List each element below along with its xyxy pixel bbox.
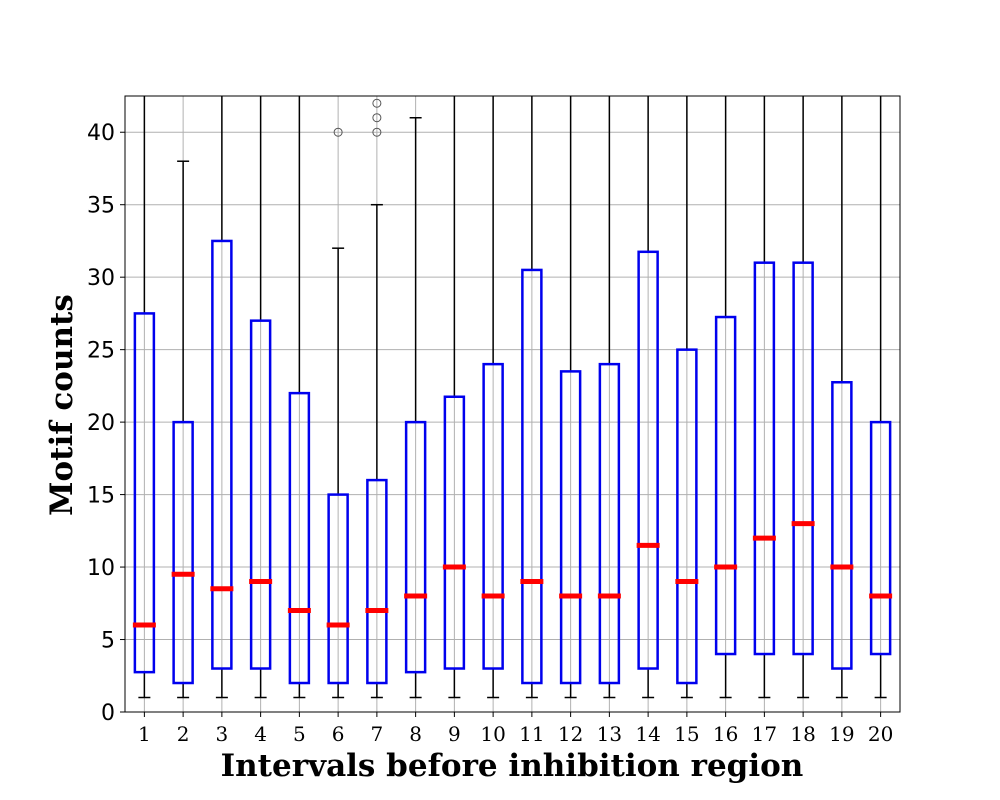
iqr-box	[482, 362, 504, 670]
x-tick-label: 11	[519, 722, 544, 746]
x-tick-label: 13	[597, 722, 622, 746]
iqr-box	[869, 420, 892, 656]
x-tick-label: 10	[480, 722, 505, 746]
iqr-box	[327, 493, 349, 685]
iqr-box	[676, 348, 698, 685]
x-tick-label: 4	[254, 722, 267, 746]
box-6	[326, 127, 350, 699]
x-axis-label: Intervals before inhibition region	[221, 748, 804, 784]
x-tick-label: 12	[558, 722, 583, 746]
x-tick-label: 15	[674, 722, 699, 746]
x-tick-label: 19	[829, 722, 854, 746]
iqr-box	[404, 420, 427, 674]
iqr-box	[753, 261, 776, 656]
box-1	[132, 96, 156, 699]
iqr-box	[521, 268, 543, 685]
box-12	[559, 96, 583, 699]
outlier-point	[333, 127, 343, 137]
box-19	[830, 96, 854, 699]
iqr-box	[172, 420, 194, 685]
x-tick-label: 3	[216, 722, 229, 746]
y-tick-label: 35	[87, 194, 115, 219]
y-tick-label: 15	[87, 484, 115, 509]
x-tick-label: 17	[752, 722, 777, 746]
box-13	[597, 96, 621, 699]
box-11	[520, 96, 544, 699]
x-tick-label: 1	[138, 722, 151, 746]
iqr-box	[831, 381, 853, 670]
outlier-point	[372, 127, 382, 137]
box-3	[210, 96, 234, 699]
x-tick-label: 14	[635, 722, 660, 746]
y-tick-label: 10	[87, 556, 115, 581]
plot-area-frame	[124, 95, 901, 713]
boxes	[132, 96, 893, 699]
iqr-box	[559, 370, 582, 685]
y-tick-label: 20	[87, 411, 115, 436]
box-7	[365, 98, 389, 699]
box-16	[714, 96, 738, 699]
y-tick-label: 0	[101, 701, 115, 726]
iqr-box	[637, 250, 659, 670]
box-20	[869, 96, 893, 699]
iqr-box	[288, 391, 311, 685]
iqr-box	[249, 319, 272, 670]
x-tick-label: 5	[293, 722, 306, 746]
iqr-box	[366, 478, 388, 685]
box-15	[675, 96, 699, 699]
y-tick-label: 40	[87, 121, 115, 146]
box-9	[442, 96, 466, 699]
y-axis-ticks: 0 5 10 15 20 25 30 35 40	[87, 121, 125, 726]
box-17	[752, 96, 776, 699]
box-10	[481, 96, 505, 699]
gridlines	[125, 96, 900, 713]
box-2	[171, 160, 195, 699]
outlier-point	[372, 113, 382, 123]
iqr-box	[714, 315, 737, 656]
box-8	[404, 116, 428, 699]
box-14	[636, 96, 660, 699]
iqr-box	[598, 362, 621, 685]
outlier-point	[372, 98, 382, 108]
x-tick-label: 2	[177, 722, 190, 746]
y-tick-label: 5	[101, 629, 115, 654]
iqr-box	[443, 395, 466, 670]
x-tick-label: 6	[332, 722, 345, 746]
y-axis-label: Motif counts	[44, 294, 80, 516]
box-5	[287, 96, 311, 699]
iqr-box	[133, 312, 156, 674]
box-18	[791, 96, 815, 699]
x-tick-label: 20	[868, 722, 893, 746]
x-axis-ticks: 1 2 3 4 5 6 7 8 9 10 11 12 13 14 15 16 17 18 19 20	[138, 712, 893, 746]
x-tick-label: 9	[448, 722, 461, 746]
x-tick-label: 7	[371, 722, 384, 746]
x-tick-label: 16	[713, 722, 738, 746]
y-tick-label: 25	[87, 339, 115, 364]
y-tick-label: 30	[87, 266, 115, 291]
x-tick-label: 18	[790, 722, 815, 746]
x-tick-label: 8	[409, 722, 422, 746]
iqr-box	[211, 239, 233, 670]
box-4	[249, 96, 273, 699]
iqr-box	[792, 261, 814, 656]
